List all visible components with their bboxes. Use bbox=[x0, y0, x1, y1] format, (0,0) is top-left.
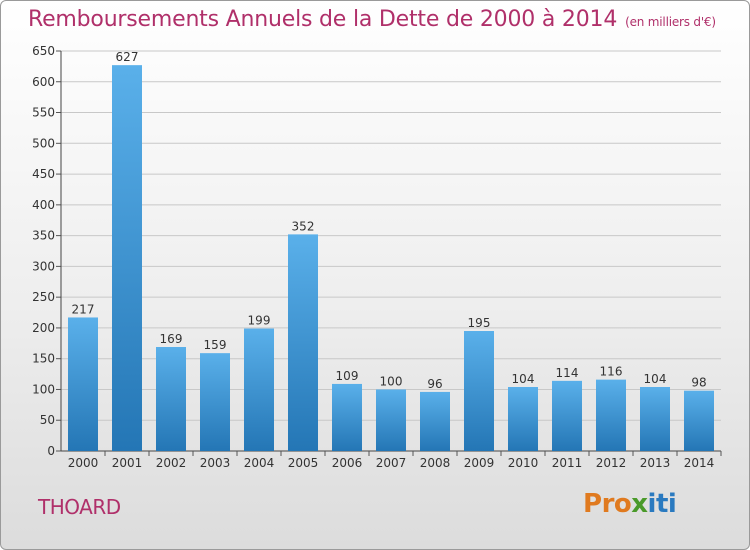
bar-2010 bbox=[508, 387, 538, 451]
value-label-2002: 169 bbox=[160, 332, 183, 346]
logo-letter: o bbox=[613, 489, 632, 519]
value-label-2012: 116 bbox=[600, 365, 623, 379]
y-tick-label: 150 bbox=[32, 352, 55, 366]
bar-2009 bbox=[464, 331, 494, 451]
value-label-2004: 199 bbox=[248, 314, 271, 328]
x-tick-label-2007: 2007 bbox=[376, 456, 407, 470]
bar-2000 bbox=[68, 317, 98, 451]
commune-name: THOARD bbox=[38, 495, 121, 519]
x-tick-label-2010: 2010 bbox=[508, 456, 539, 470]
bar-2012 bbox=[596, 379, 626, 451]
x-tick-label-2001: 2001 bbox=[112, 456, 143, 470]
value-label-2006: 109 bbox=[336, 369, 359, 383]
bar-2007 bbox=[376, 389, 406, 451]
bar-2006 bbox=[332, 383, 362, 451]
value-label-2011: 114 bbox=[556, 366, 579, 380]
y-tick-label: 600 bbox=[32, 75, 55, 89]
x-tick-label-2002: 2002 bbox=[156, 456, 187, 470]
logo-letter: i bbox=[647, 489, 657, 519]
bar-2003 bbox=[200, 353, 230, 451]
y-tick-label: 450 bbox=[32, 167, 55, 181]
bar-2004 bbox=[244, 328, 274, 451]
y-tick-label: 650 bbox=[32, 44, 55, 58]
chart-title-text: Remboursements Annuels de la Dette de 20… bbox=[28, 7, 618, 32]
value-label-2007: 100 bbox=[380, 374, 403, 388]
x-tick-label-2005: 2005 bbox=[288, 456, 319, 470]
x-tick-label-2006: 2006 bbox=[332, 456, 363, 470]
y-tick-label: 50 bbox=[40, 413, 55, 427]
value-label-2014: 98 bbox=[691, 376, 706, 390]
value-label-2005: 352 bbox=[292, 219, 315, 233]
x-tick-label-2012: 2012 bbox=[596, 456, 627, 470]
value-label-2010: 104 bbox=[512, 372, 535, 386]
value-label-2009: 195 bbox=[468, 316, 491, 330]
x-tick-label-2011: 2011 bbox=[552, 456, 583, 470]
chart-title: Remboursements Annuels de la Dette de 20… bbox=[28, 7, 716, 32]
x-tick-label-2000: 2000 bbox=[68, 456, 99, 470]
logo-letter: t bbox=[655, 489, 668, 519]
logo-letter: P bbox=[583, 489, 602, 519]
value-label-2001: 627 bbox=[116, 50, 139, 64]
x-tick-label-2014: 2014 bbox=[684, 456, 715, 470]
logo-letter: x bbox=[631, 489, 648, 519]
y-tick-label: 0 bbox=[47, 444, 55, 458]
x-tick-label-2003: 2003 bbox=[200, 456, 231, 470]
y-tick-label: 250 bbox=[32, 290, 55, 304]
x-tick-label-2004: 2004 bbox=[244, 456, 275, 470]
value-label-2013: 104 bbox=[644, 372, 667, 386]
y-tick-label: 200 bbox=[32, 321, 55, 335]
labels: 0 50 100 150 200 250 300 350 400 450 500 550 600 650 2… bbox=[32, 44, 714, 470]
logo-letter: i bbox=[667, 489, 677, 519]
logo-letter: r bbox=[601, 489, 615, 519]
x-tick-label-2008: 2008 bbox=[420, 456, 451, 470]
value-label-2000: 217 bbox=[72, 302, 95, 316]
x-tick-label-2009: 2009 bbox=[464, 456, 495, 470]
bar-2008 bbox=[420, 391, 450, 451]
y-tick-label: 550 bbox=[32, 106, 55, 120]
bar-2011 bbox=[552, 380, 582, 451]
y-tick-label: 350 bbox=[32, 229, 55, 243]
y-tick-label: 500 bbox=[32, 136, 55, 150]
bar-2013 bbox=[640, 387, 670, 451]
x-tick-label-2013: 2013 bbox=[640, 456, 671, 470]
bar-2002 bbox=[156, 347, 186, 451]
bar-2014 bbox=[684, 390, 714, 451]
y-tick-label: 300 bbox=[32, 259, 55, 273]
bars bbox=[68, 65, 714, 452]
y-tick-label: 400 bbox=[32, 198, 55, 212]
bar-2005 bbox=[288, 234, 318, 451]
chart-subtitle: (en milliers d'€) bbox=[625, 15, 716, 29]
y-tick-label: 100 bbox=[32, 382, 55, 396]
bar-2001 bbox=[112, 65, 142, 452]
proxiti-logo: Proxiti bbox=[583, 489, 677, 519]
value-label-2008: 96 bbox=[427, 377, 442, 391]
value-label-2003: 159 bbox=[204, 338, 227, 352]
